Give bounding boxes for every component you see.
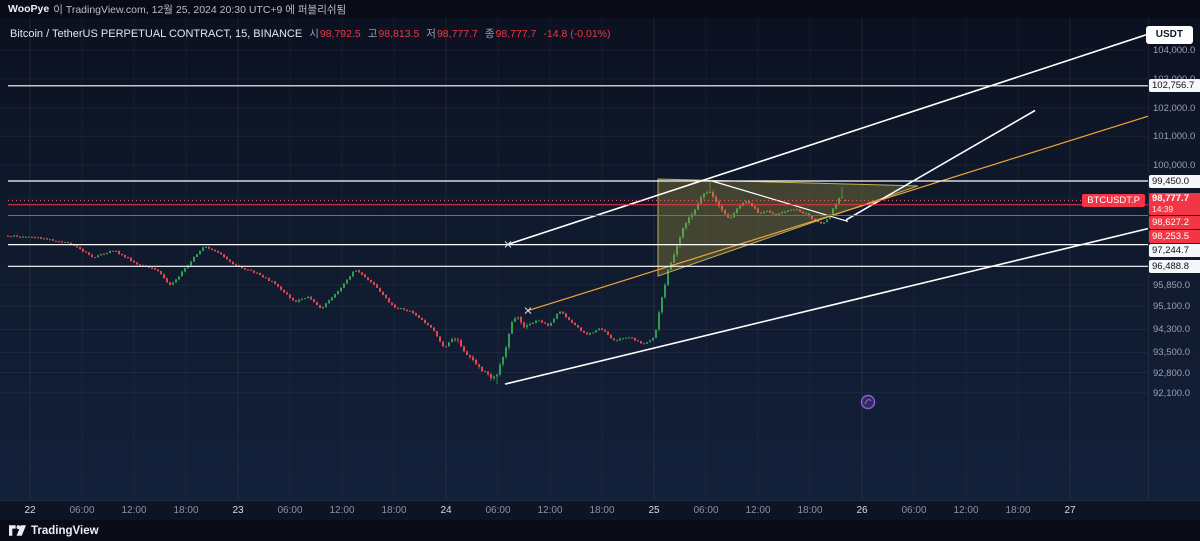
price-axis-label: 95,850.0 xyxy=(1153,279,1190,291)
tradingview-brand-text: TradingView xyxy=(31,524,99,537)
time-axis-label: 12:00 xyxy=(329,505,355,516)
price-axis-label: 101,000.0 xyxy=(1153,131,1196,143)
time-axis-label: 06:00 xyxy=(693,505,719,516)
ohlc-open: 시98,792.5 xyxy=(309,28,361,40)
price-axis-label: 93,500.0 xyxy=(1153,347,1190,359)
line-anchor-markers xyxy=(504,241,532,314)
price-axis-label: 100,000.0 xyxy=(1153,160,1196,172)
bottom-bar: TradingView xyxy=(0,520,1200,541)
price-axis-label: 92,100.0 xyxy=(1153,387,1190,399)
time-axis-label: 12:00 xyxy=(953,505,979,516)
ohlc-close: 종98,777.7 xyxy=(484,28,537,40)
currency-toggle-button[interactable]: USDT xyxy=(1145,26,1193,44)
horizontal-lines xyxy=(8,85,1148,267)
time-axis-label: 18:00 xyxy=(797,505,823,516)
symbol-title[interactable]: Bitcoin / TetherUS PERPETUAL CONTRACT, 1… xyxy=(10,27,303,40)
time-axis[interactable]: 22 06:00 12:00 18:00 23 06:00 12:00 18:00 24 06:0… xyxy=(0,500,1200,520)
purple-emblem-icon xyxy=(860,394,876,410)
time-axis-label: 06:00 xyxy=(69,505,95,516)
price-level-badge: 98,627.2 xyxy=(1149,216,1200,230)
trend-line[interactable] xyxy=(711,180,849,222)
gridlines xyxy=(0,18,1148,500)
price-axis[interactable]: 104,000.0103,000.0102,000.0101,000.0100,… xyxy=(1148,18,1200,500)
price-axis-label: 104,000.0 xyxy=(1153,45,1196,56)
chart-canvas[interactable] xyxy=(0,18,1148,500)
symbol-price-chip: BTCUSDT.P xyxy=(1082,194,1145,208)
time-axis-label: 18:00 xyxy=(381,505,407,516)
price-level-badge: 98,253.5 xyxy=(1149,230,1200,244)
ohlc-high: 고98,813.5 xyxy=(367,28,420,40)
trend-line[interactable] xyxy=(845,109,1036,221)
trend-lines xyxy=(504,33,1148,385)
time-axis-label: 06:00 xyxy=(277,505,303,516)
tradingview-logo xyxy=(9,525,26,536)
trend-line[interactable] xyxy=(504,227,1148,385)
price-axis-label: 94,300.0 xyxy=(1153,324,1190,336)
time-axis-label: 26 xyxy=(856,505,868,516)
price-level-badge: 102,756.7 xyxy=(1149,79,1200,93)
price-axis-label: 92,800.0 xyxy=(1153,367,1190,379)
time-axis-label: 12:00 xyxy=(745,505,771,516)
symbol-legend: Bitcoin / TetherUS PERPETUAL CONTRACT, 1… xyxy=(10,26,611,41)
time-axis-label: 12:00 xyxy=(121,505,147,516)
time-axis-label: 06:00 xyxy=(485,505,511,516)
time-axis-label: 06:00 xyxy=(901,505,927,516)
price-level-badge: 96,488.8 xyxy=(1149,259,1200,273)
price-axis-label: 102,000.0 xyxy=(1153,102,1196,114)
publish-info-text: 이 TradingView.com, 12월 25, 2024 20:30 UT… xyxy=(53,3,347,16)
time-axis-label: 25 xyxy=(648,505,660,516)
time-axis-label: 18:00 xyxy=(1005,505,1031,516)
time-axis-label: 22 xyxy=(24,505,36,516)
tradingview-brand-link[interactable]: TradingView xyxy=(9,525,99,537)
pennant-triangle[interactable] xyxy=(657,178,919,277)
trend-line[interactable] xyxy=(507,33,1148,246)
time-axis-label: 18:00 xyxy=(589,505,615,516)
last-price-badge: 98,777.7 14:39 xyxy=(1149,193,1200,216)
bar-countdown: 14:39 xyxy=(1152,204,1174,215)
ohlc-low: 저98,777.7 xyxy=(426,28,478,40)
price-level-badge: 99,450.0 xyxy=(1149,174,1200,188)
time-axis-label: 12:00 xyxy=(537,505,563,516)
time-axis-label: 23 xyxy=(232,505,244,516)
chart-area: Bitcoin / TetherUS PERPETUAL CONTRACT, 1… xyxy=(0,18,1200,500)
price-level-badge: 97,244.7 xyxy=(1149,244,1200,258)
publish-bar: WooPye 이 TradingView.com, 12월 25, 2024 2… xyxy=(0,0,1200,18)
price-axis-label: 95,100.0 xyxy=(1153,301,1190,313)
candlestick-series xyxy=(7,181,846,385)
publisher-username[interactable]: WooPye xyxy=(8,3,50,15)
price-change: -14.8 (-0.01%) xyxy=(543,27,611,40)
trend-line[interactable] xyxy=(527,115,1148,312)
time-axis-label: 27 xyxy=(1064,505,1076,516)
time-axis-label: 18:00 xyxy=(173,505,199,516)
time-axis-label: 24 xyxy=(440,505,452,516)
